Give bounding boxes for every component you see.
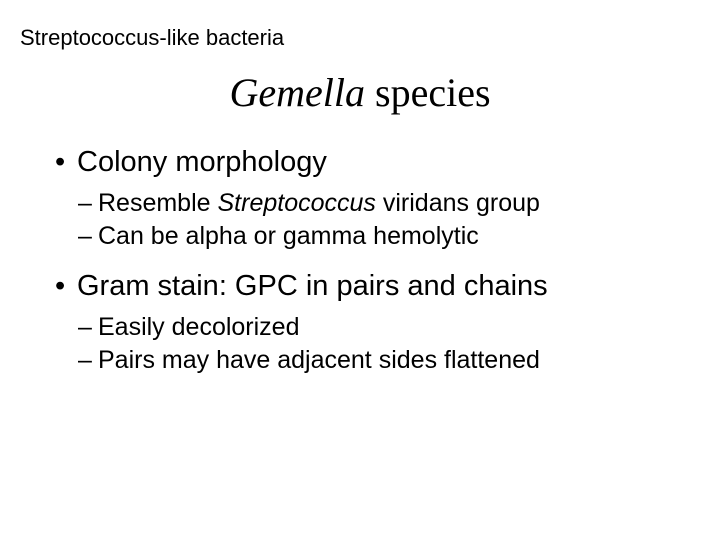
sub-item-2-2: Pairs may have adjacent sides flattened — [78, 344, 700, 377]
main-list-2: Gram stain: GPC in pairs and chains — [20, 270, 700, 303]
sub-prefix: Resemble — [98, 189, 218, 217]
sub-item-2-1: Easily decolorized — [78, 311, 700, 344]
sub-item-1-2: Can be alpha or gamma hemolytic — [78, 220, 700, 253]
sub-prefix: Pairs may have adjacent sides flattened — [98, 346, 540, 374]
bullet-1: Colony morphology — [55, 146, 700, 179]
slide-title: Gemella species — [20, 69, 700, 116]
sub-prefix: Easily decolorized — [98, 313, 300, 341]
bullet-2: Gram stain: GPC in pairs and chains — [55, 270, 700, 303]
sub-suffix: viridans group — [376, 189, 540, 217]
main-list: Colony morphology — [20, 146, 700, 179]
sub-item-1-1: Resemble Streptococcus viridans group — [78, 187, 700, 220]
title-rest: species — [365, 70, 491, 115]
slide-header: Streptococcus-like bacteria — [20, 25, 700, 51]
sub-prefix: Can be alpha or gamma hemolytic — [98, 222, 479, 250]
sub-list-2: Easily decolorized Pairs may have adjace… — [20, 311, 700, 376]
title-genus: Gemella — [229, 70, 365, 115]
sub-list-1: Resemble Streptococcus viridans group Ca… — [20, 187, 700, 252]
sub-italic: Streptococcus — [218, 189, 376, 217]
